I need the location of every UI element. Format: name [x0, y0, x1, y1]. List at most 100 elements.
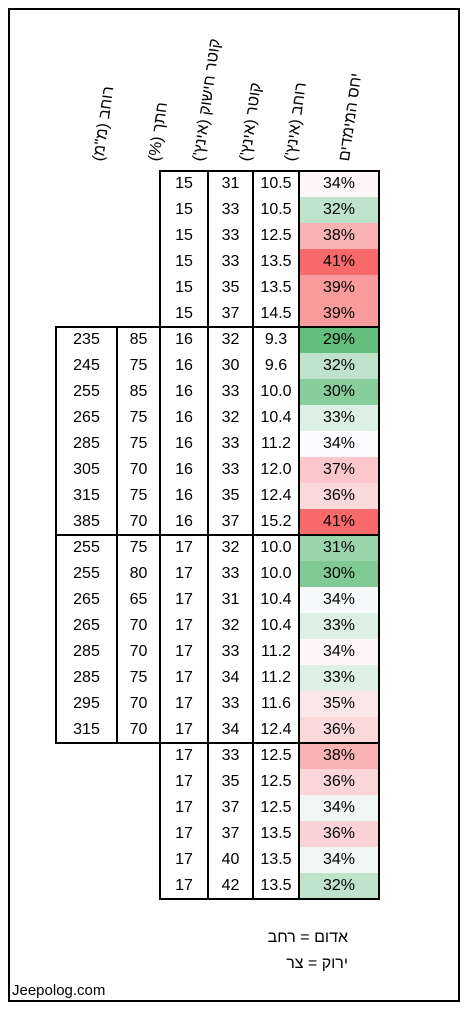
cell-diam: 37	[221, 825, 240, 842]
cell-rim: 15	[175, 175, 193, 192]
cell-rim: 15	[175, 305, 193, 322]
cell-wid: 12.4	[260, 721, 292, 738]
cell-wid: 10.0	[260, 565, 292, 582]
cell-width-mm: 235	[73, 331, 100, 348]
cell-wid: 13.5	[260, 877, 292, 894]
cell-diam: 33	[221, 227, 240, 244]
cell-wid: 10.5	[260, 175, 292, 192]
cell-diam: 42	[221, 877, 240, 894]
cell-ratio: 36%	[299, 717, 379, 743]
cell-rim: 17	[175, 669, 193, 686]
cell-wid: 14.5	[260, 305, 292, 322]
cell-diam: 35	[221, 773, 240, 790]
cell-rim: 15	[175, 201, 193, 218]
cell-rim: 17	[175, 877, 193, 894]
cell-ratio: 33%	[299, 405, 379, 431]
cell-rim: 16	[175, 409, 193, 426]
cell-diam: 32	[221, 331, 240, 348]
cell-wid: 9.6	[264, 357, 288, 374]
cell-width-mm: 295	[73, 695, 100, 712]
cell-ratio: 35%	[299, 691, 379, 717]
cell-ratio: 34%	[299, 795, 379, 821]
cell-wid: 13.5	[260, 851, 292, 868]
cell-diam: 33	[221, 435, 240, 452]
cell-diam: 32	[221, 617, 240, 634]
cell-diam: 37	[221, 513, 240, 530]
cell-rim: 17	[175, 617, 193, 634]
cell-wid: 12.0	[260, 461, 292, 478]
cell-ratio: 34%	[299, 847, 379, 873]
cell-wid: 12.5	[260, 773, 292, 790]
cell-rim: 17	[175, 799, 193, 816]
cell-ratio: 41%	[299, 509, 379, 535]
cell-ratio: 36%	[299, 821, 379, 847]
cell-width-mm: 305	[73, 461, 100, 478]
cell-wid: 11.6	[261, 695, 291, 712]
cell-ratio: 33%	[299, 665, 379, 691]
cell-width-mm: 255	[73, 383, 100, 400]
cell-width-mm: 315	[73, 487, 100, 504]
cell-ratio: 38%	[299, 223, 379, 249]
grid-hline	[55, 534, 380, 536]
cell-diam: 33	[221, 643, 240, 660]
cell-width-mm: 385	[73, 513, 100, 530]
cell-rim: 17	[175, 695, 193, 712]
cell-ratio: 38%	[299, 743, 379, 769]
cell-width-mm: 315	[73, 721, 100, 738]
cell-profile: 75	[129, 487, 148, 504]
cell-width-mm: 285	[73, 643, 100, 660]
cell-diam: 40	[221, 851, 240, 868]
cell-ratio: 32%	[299, 353, 379, 379]
cell-wid: 12.5	[260, 227, 292, 244]
cell-diam: 34	[221, 721, 240, 738]
cell-ratio: 37%	[299, 457, 379, 483]
cell-wid: 15.2	[260, 513, 292, 530]
cell-diam: 30	[221, 357, 240, 374]
cell-diam: 37	[221, 305, 240, 322]
cell-wid: 12.5	[260, 747, 292, 764]
cell-profile: 75	[129, 539, 148, 556]
cell-wid: 10.4	[260, 617, 292, 634]
cell-diam: 33	[221, 383, 240, 400]
legend-green: ירוק = צר	[286, 955, 348, 972]
cell-profile: 75	[129, 435, 148, 452]
grid-hline	[159, 170, 380, 172]
cell-diam: 35	[221, 279, 240, 296]
cell-wid: 10.0	[260, 539, 292, 556]
cell-wid: 12.5	[260, 799, 292, 816]
cell-diam: 32	[221, 409, 240, 426]
grid-hline	[159, 898, 380, 900]
cell-wid: 10.4	[260, 591, 292, 608]
cell-profile: 70	[129, 513, 148, 530]
cell-diam: 31	[221, 175, 240, 192]
cell-width-mm: 265	[73, 617, 100, 634]
cell-ratio: 41%	[299, 249, 379, 275]
cell-diam: 37	[221, 799, 240, 816]
cell-ratio: 39%	[299, 275, 379, 301]
page-frame	[8, 8, 460, 1002]
cell-rim: 16	[175, 435, 193, 452]
cell-ratio: 34%	[299, 431, 379, 457]
cell-width-mm: 285	[73, 669, 100, 686]
cell-profile: 80	[129, 565, 148, 582]
cell-rim: 16	[175, 383, 193, 400]
grid-hline	[55, 326, 380, 328]
cell-width-mm: 285	[73, 435, 100, 452]
legend-red: אדום = רחב	[267, 929, 348, 946]
cell-rim: 17	[175, 539, 193, 556]
cell-profile: 75	[129, 669, 148, 686]
cell-ratio: 32%	[299, 873, 379, 899]
cell-diam: 35	[221, 487, 240, 504]
cell-wid: 11.2	[261, 435, 291, 452]
cell-rim: 16	[175, 331, 193, 348]
brand-watermark: Jeepolog.com	[12, 982, 106, 999]
cell-profile: 70	[129, 695, 148, 712]
cell-ratio: 29%	[299, 327, 379, 353]
cell-ratio: 34%	[299, 587, 379, 613]
cell-rim: 17	[175, 643, 193, 660]
cell-diam: 33	[221, 201, 240, 218]
cell-rim: 17	[175, 825, 193, 842]
cell-diam: 33	[221, 747, 240, 764]
cell-profile: 85	[129, 383, 148, 400]
cell-rim: 17	[175, 851, 193, 868]
